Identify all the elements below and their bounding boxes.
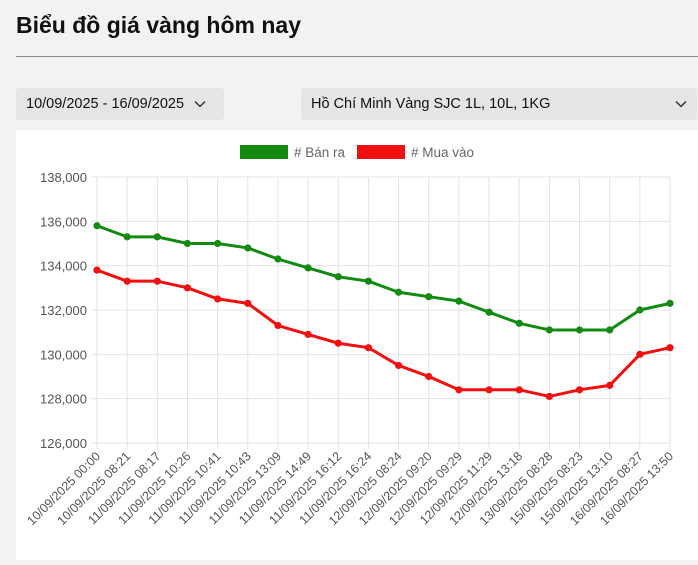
date-range-value: 10/09/2025 - 16/09/2025: [26, 96, 185, 112]
data-point: [274, 321, 282, 330]
chevron-down-icon: [675, 100, 687, 108]
data-point: [606, 326, 614, 334]
page-title: Biểu đồ giá vàng hôm nay: [16, 12, 301, 38]
y-tick-label: 126,000: [40, 436, 87, 451]
data-point: [364, 277, 373, 285]
data-point: [636, 306, 644, 314]
legend-label-ban-ra: # Bán ra: [294, 145, 346, 160]
data-point: [485, 308, 493, 316]
data-point: [123, 277, 131, 285]
data-point: [304, 330, 312, 338]
chart-panel: 126,000 128,000 130,000 132,000 134,000 136,0…: [16, 130, 698, 560]
data-point: [334, 339, 342, 347]
data-point: [214, 239, 222, 248]
data-point: [485, 386, 493, 394]
y-tick-label: 130,000: [40, 347, 87, 362]
data-point: [666, 299, 674, 307]
data-point: [153, 277, 161, 285]
legend-label-mua-vao: # Mua vào: [411, 145, 474, 160]
y-tick-label: 136,000: [40, 214, 87, 229]
data-point: [153, 233, 161, 241]
data-point: [425, 372, 433, 381]
data-point: [666, 344, 674, 352]
data-point: [93, 222, 101, 230]
data-point: [575, 386, 584, 394]
gold-price-chart: 126,000 128,000 130,000 132,000 134,000 136,0…: [24, 145, 676, 528]
y-tick-label: 128,000: [40, 392, 87, 407]
data-point: [455, 386, 463, 394]
location-product-value: Hồ Chí Minh Vàng SJC 1L, 10L, 1KG: [311, 96, 551, 112]
data-point: [575, 326, 584, 334]
y-tick-label: 138,000: [40, 170, 87, 185]
y-tick-label: 132,000: [40, 303, 87, 318]
y-tick-label: 134,000: [40, 259, 87, 274]
data-point: [304, 264, 312, 272]
data-point: [545, 326, 553, 334]
legend-swatch-ban-ra: [240, 145, 288, 159]
data-point: [93, 266, 101, 274]
data-point: [394, 288, 403, 296]
data-point: [183, 239, 192, 248]
data-point: [123, 233, 131, 241]
data-point: [274, 255, 282, 263]
data-point: [244, 299, 252, 307]
data-point: [425, 293, 433, 301]
data-point: [606, 381, 614, 389]
data-point: [545, 392, 553, 401]
data-point: [364, 344, 373, 352]
title-divider: [16, 56, 698, 57]
data-point: [394, 361, 403, 370]
data-point: [636, 350, 644, 358]
series-line-ban-ra: [96, 224, 671, 332]
series-line-mua-vao: [96, 268, 671, 398]
data-point: [244, 244, 252, 252]
data-point: [214, 295, 222, 303]
data-point: [515, 319, 523, 327]
data-point: [455, 297, 463, 305]
data-point: [515, 386, 523, 394]
data-point: [183, 284, 192, 292]
legend-swatch-mua-vao: [357, 145, 405, 159]
location-product-select[interactable]: Hồ Chí Minh Vàng SJC 1L, 10L, 1KG: [301, 88, 697, 120]
chevron-down-icon: [194, 100, 206, 108]
date-range-select[interactable]: 10/09/2025 - 16/09/2025: [16, 88, 224, 120]
data-point: [334, 273, 342, 281]
